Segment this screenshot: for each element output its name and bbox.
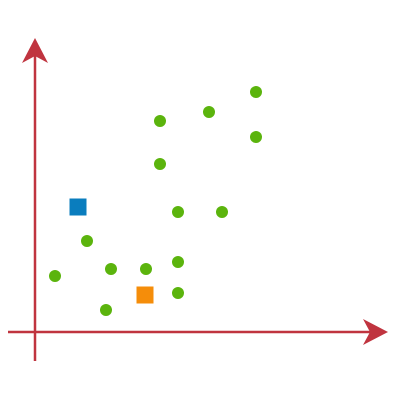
circle-point [216, 206, 228, 218]
circle-point [172, 256, 184, 268]
circle-point [154, 158, 166, 170]
y-axis-arrow-icon [22, 38, 48, 63]
circle-point [140, 263, 152, 275]
circle-point [250, 86, 262, 98]
axes [8, 38, 388, 361]
circle-point [250, 131, 262, 143]
circle-point [105, 263, 117, 275]
data-points [49, 86, 262, 316]
circle-point [172, 287, 184, 299]
circle-point [203, 106, 215, 118]
circle-point [49, 270, 61, 282]
circle-point [154, 115, 166, 127]
x-axis-arrow-icon [363, 319, 388, 345]
square-point [136, 286, 154, 304]
circle-point [100, 304, 112, 316]
circle-point [172, 206, 184, 218]
circle-point [81, 235, 93, 247]
square-point [69, 198, 87, 216]
